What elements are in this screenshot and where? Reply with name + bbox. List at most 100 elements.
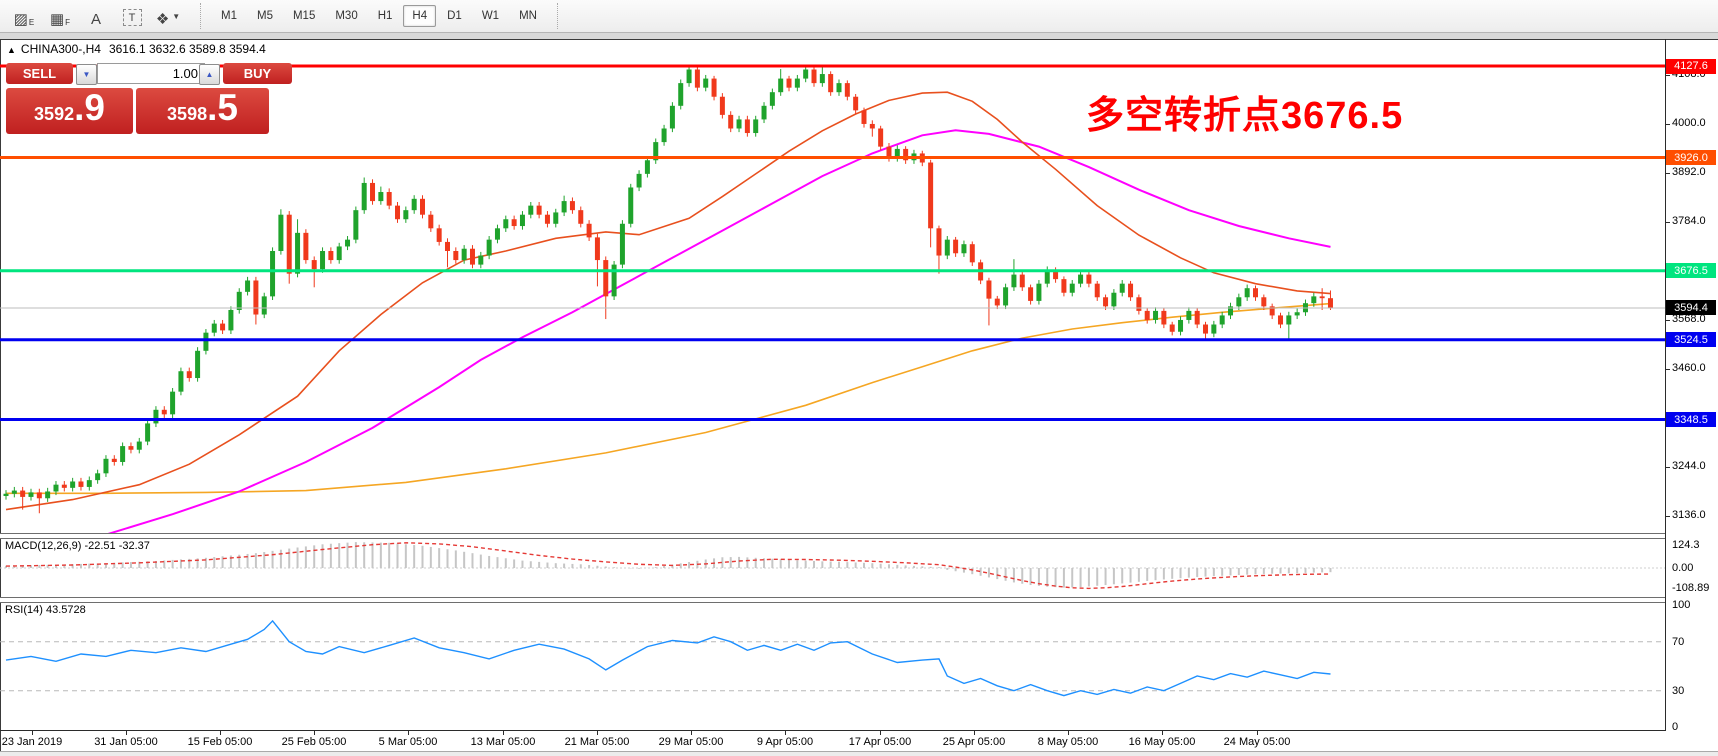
time-tick-label: 16 May 05:00	[1128, 736, 1196, 748]
text-label-tool-icon: T	[122, 9, 142, 26]
time-tick-mark	[314, 731, 315, 735]
price-tick-mark	[1665, 368, 1670, 370]
macd-histogram	[5, 542, 1332, 588]
ma-mid-line	[107, 129, 1331, 533]
time-tick-mark	[1257, 731, 1258, 735]
time-tick-label: 9 Apr 05:00	[756, 736, 814, 748]
ask-price-main: 3598	[167, 104, 208, 124]
price-level-label-3524.5: 3524.5	[1666, 332, 1716, 348]
timeframe-button-mn[interactable]: MN	[519, 10, 537, 22]
timeframe-button-h4[interactable]: H4	[403, 5, 437, 27]
timeframe-button-m5[interactable]: M5	[256, 10, 273, 22]
pane-splitter[interactable]	[0, 597, 1665, 603]
fibonacci-tool-icon: ▦	[49, 11, 65, 28]
time-tick-mark	[126, 731, 127, 735]
timeframe-button-d1[interactable]: D1	[447, 10, 462, 22]
price-tick-label: 3568.0	[1672, 312, 1706, 325]
time-tick-label: 15 Feb 05:00	[187, 736, 253, 748]
fibonacci-tool-subscript: F	[65, 18, 71, 27]
price-tick-label: 4000.0	[1672, 116, 1706, 129]
volume-input[interactable]: 1.00	[97, 63, 205, 84]
rsi-line	[5, 619, 1331, 697]
price-level-label-3676.5: 3676.5	[1666, 263, 1716, 279]
macd-indicator-pane	[0, 542, 1665, 590]
time-tick-mark	[785, 731, 786, 735]
rsi-indicator-pane	[0, 619, 1665, 697]
time-tick-label: 13 Mar 05:00	[470, 736, 536, 748]
time-tick-label: 31 Jan 05:00	[94, 736, 158, 748]
rsi-tick-label: 100	[1672, 598, 1691, 611]
price-tick-mark	[1665, 466, 1670, 468]
ma-slow-line	[6, 302, 1331, 495]
dropdown-caret-icon[interactable]: ▼	[172, 11, 181, 21]
timeframe-button-m15[interactable]: M15	[292, 10, 316, 22]
time-tick-mark	[220, 731, 221, 735]
price-tick-mark	[1665, 319, 1670, 321]
chart-annotation-text: 多空转折点3676.5	[1086, 95, 1404, 137]
buy-button[interactable]: BUY	[223, 63, 292, 84]
rsi-tick-label: 70	[1672, 635, 1685, 648]
time-tick-label: 21 Mar 05:00	[564, 736, 630, 748]
time-tick-label: 23 Jan 2019	[1, 736, 63, 748]
ask-price-box[interactable]: 3598.5	[136, 88, 269, 134]
volume-increase-button[interactable]: ▲	[199, 64, 220, 85]
time-tick-label: 8 May 05:00	[1037, 736, 1099, 748]
one-click-trade-panel: SELL ▼ 1.00 ▲ BUY 3592.9 3598.5	[6, 57, 292, 134]
volume-decrease-button[interactable]: ▼	[76, 64, 97, 85]
time-tick-mark	[32, 731, 33, 735]
sell-button[interactable]: SELL	[6, 63, 73, 84]
price-level-label-3594.4: 3594.4	[1666, 300, 1716, 316]
collapse-arrow-icon[interactable]: ▲	[7, 45, 16, 55]
macd-tick-label: 0.00	[1672, 562, 1694, 574]
time-tick-mark	[503, 731, 504, 735]
window-bottom-edge	[0, 751, 1718, 756]
pane-splitter[interactable]	[0, 533, 1665, 539]
price-tick-mark	[1665, 74, 1670, 76]
price-tick-label: 3892.0	[1672, 165, 1706, 178]
price-axis-line[interactable]	[1665, 39, 1666, 730]
arrows-tool[interactable]: ❖ ▼	[152, 4, 184, 28]
ma-fast-line	[5, 91, 1331, 511]
bid-price-box[interactable]: 3592.9	[6, 88, 133, 134]
top-toolbar: ▨ E ▦ F A T ❖ ▼ M1 M5 M15 M30 H1 H4 D1 W1 MN	[0, 0, 1718, 33]
time-tick-label: 5 Mar 05:00	[378, 736, 438, 748]
text-label-tool[interactable]: T	[116, 4, 148, 28]
candlesticks	[3, 65, 1333, 514]
time-tick-mark	[1162, 731, 1163, 735]
symbol-period-label: CHINA300-,H4	[20, 42, 101, 56]
text-tool[interactable]: A	[80, 4, 112, 28]
macd-tick-label: 124.3	[1672, 538, 1700, 551]
timeframe-button-w1[interactable]: W1	[481, 10, 500, 22]
axis-baseline	[0, 730, 1666, 731]
time-tick-mark	[408, 731, 409, 735]
equidistant-channel-tool[interactable]: ▨ E	[8, 4, 40, 28]
drawing-tools-group: ▨ E ▦ F A T ❖ ▼	[6, 4, 186, 28]
time-tick-mark	[597, 731, 598, 735]
chart-title: ▲ CHINA300-,H4 3616.1 3632.6 3589.8 3594.4	[7, 42, 266, 56]
toolbar-separator	[556, 3, 559, 29]
price-level-label-4127.6: 4127.6	[1666, 58, 1716, 74]
time-tick-label: 25 Apr 05:00	[942, 736, 1006, 748]
rsi-tick-label: 30	[1672, 684, 1685, 697]
timeframe-button-h1[interactable]: H1	[377, 10, 393, 22]
fibonacci-tool[interactable]: ▦ F	[44, 4, 76, 28]
price-tick-mark	[1665, 221, 1670, 223]
timeframe-button-m30[interactable]: M30	[335, 10, 358, 22]
timeframe-button-m1[interactable]: M1	[221, 10, 237, 22]
equidistant-channel-tool-subscript: E	[28, 18, 35, 27]
time-tick-label: 25 Feb 05:00	[281, 736, 347, 748]
macd-tick-label: -108.89	[1672, 582, 1710, 595]
text-tool-icon: A	[90, 11, 101, 28]
rsi-indicator-label: RSI(14) 43.5728	[5, 604, 86, 616]
main-price-chart	[0, 64, 1665, 533]
price-tick-mark	[1665, 172, 1670, 174]
ohlc-values: 3616.1 3632.6 3589.8 3594.4	[108, 42, 266, 56]
macd-indicator-label: MACD(12,26,9) -22.51 -32.37	[5, 540, 150, 552]
up-arrow-icon: ▲	[205, 70, 214, 79]
price-tick-label: 3460.0	[1672, 361, 1706, 374]
time-tick-mark	[1068, 731, 1069, 735]
time-tick-label: 24 May 05:00	[1223, 736, 1291, 748]
down-arrow-icon: ▼	[82, 70, 91, 79]
price-tick-mark	[1665, 515, 1670, 517]
time-tick-label: 17 Apr 05:00	[848, 736, 912, 748]
